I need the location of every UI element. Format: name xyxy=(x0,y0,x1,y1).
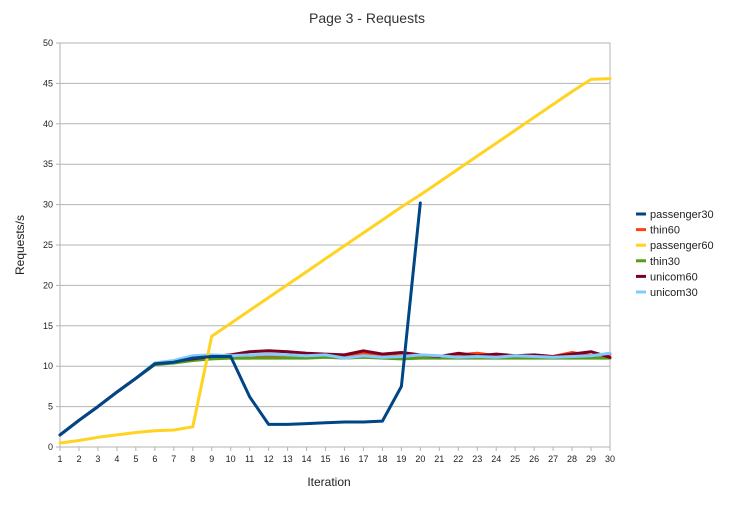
x-tick-label: 6 xyxy=(152,454,157,464)
x-tick-label: 24 xyxy=(491,454,501,464)
y-tick-label: 50 xyxy=(43,38,53,48)
y-tick-label: 40 xyxy=(43,119,53,129)
y-tick-label: 45 xyxy=(43,78,53,88)
legend-item-thin60: thin60 xyxy=(636,225,680,237)
y-tick-label: 35 xyxy=(43,159,53,169)
x-tick-label: 17 xyxy=(358,454,368,464)
y-tick-label: 15 xyxy=(43,321,53,331)
x-tick-label: 22 xyxy=(453,454,463,464)
legend-item-unicom60: unicom60 xyxy=(636,271,698,283)
y-tick-label: 30 xyxy=(43,200,53,210)
x-tick-label: 19 xyxy=(396,454,406,464)
x-tick-label: 15 xyxy=(321,454,331,464)
legend-label: unicom30 xyxy=(650,287,698,299)
legend-item-passenger30: passenger30 xyxy=(636,209,714,221)
legend-item-unicom30: unicom30 xyxy=(636,287,698,299)
x-tick-label: 5 xyxy=(133,454,138,464)
x-tick-label: 16 xyxy=(339,454,349,464)
x-tick-label: 26 xyxy=(529,454,539,464)
legend-item-passenger60: passenger60 xyxy=(636,240,714,252)
axes xyxy=(56,42,611,451)
legend: passenger30 thin60 passenger60 thin30 unicom… xyxy=(636,209,714,299)
y-tick-label: 20 xyxy=(43,280,53,290)
x-tick-label: 14 xyxy=(302,454,312,464)
x-tick-label: 21 xyxy=(434,454,444,464)
x-tick-label: 7 xyxy=(171,454,176,464)
y-tick-label: 10 xyxy=(43,361,53,371)
y-tick-label: 25 xyxy=(43,240,53,250)
x-tick-label: 11 xyxy=(245,454,254,464)
x-tick-label: 25 xyxy=(510,454,520,464)
x-tick-label: 10 xyxy=(226,454,236,464)
chart-title: Page 3 - Requests xyxy=(309,10,425,26)
legend-label: thin60 xyxy=(650,225,680,237)
x-tick-label: 4 xyxy=(114,454,119,464)
x-tick-label: 28 xyxy=(567,454,577,464)
x-axis-label: Iteration xyxy=(307,475,350,489)
x-tick-label: 13 xyxy=(283,454,293,464)
x-tick-label: 20 xyxy=(415,454,425,464)
x-tick-label: 18 xyxy=(377,454,387,464)
legend-label: unicom60 xyxy=(650,271,698,283)
y-tick-label: 5 xyxy=(48,402,53,412)
x-tick-label: 2 xyxy=(76,454,81,464)
x-tick-label: 27 xyxy=(548,454,558,464)
x-tick-label: 1 xyxy=(57,454,62,464)
x-tick-label: 30 xyxy=(605,454,615,464)
plot-area-border xyxy=(59,42,611,448)
x-tick-label: 29 xyxy=(586,454,596,464)
legend-label: passenger30 xyxy=(650,209,714,221)
legend-item-thin30: thin30 xyxy=(636,256,680,268)
x-tick-label: 8 xyxy=(190,454,195,464)
x-tick-label: 12 xyxy=(264,454,274,464)
y-axis-label: Requests/s xyxy=(13,215,27,275)
x-tick-label: 3 xyxy=(95,454,100,464)
series-lines xyxy=(58,77,612,445)
x-tick-label: 23 xyxy=(472,454,482,464)
legend-label: passenger60 xyxy=(650,240,714,252)
series-line-passenger30 xyxy=(58,201,422,437)
y-tick-label: 0 xyxy=(48,442,53,452)
series-line-passenger60 xyxy=(58,77,612,445)
legend-label: thin30 xyxy=(650,256,680,268)
x-tick-label: 9 xyxy=(209,454,214,464)
